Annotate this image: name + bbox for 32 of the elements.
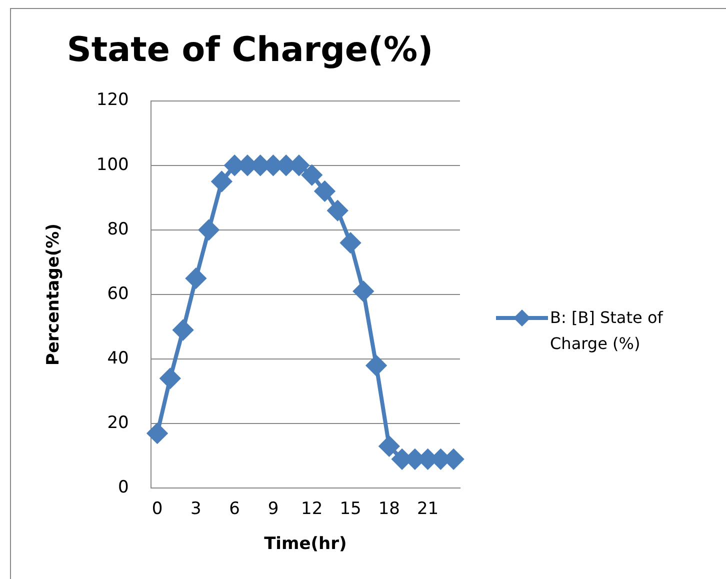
y-tick-label: 20: [107, 413, 129, 434]
x-tick-label: 12: [301, 498, 323, 519]
y-tick-label: 40: [107, 348, 129, 368]
point: [302, 165, 322, 186]
x-tick-label: 3: [190, 498, 202, 519]
x-tick-label: 0: [152, 498, 163, 519]
x-tick-label: 6: [229, 498, 240, 519]
point: [366, 356, 386, 376]
point: [186, 268, 206, 288]
y-tick-label: 100: [96, 154, 129, 175]
x-tick-label: 9: [268, 498, 279, 519]
point: [212, 172, 232, 192]
chart-title: State of Charge(%): [66, 30, 434, 70]
point: [379, 436, 400, 456]
legend-label: B: [B] State of Charge (%): [550, 307, 664, 355]
x-tick-label: 15: [340, 498, 362, 519]
y-tick-label: 60: [107, 284, 129, 304]
point: [340, 232, 361, 253]
point: [328, 200, 348, 221]
x-tick-label: 18: [378, 498, 400, 519]
x-axis-title: Time(hr): [264, 534, 347, 554]
point: [314, 181, 335, 202]
point: [173, 320, 194, 340]
x-tick-label: 21: [416, 498, 439, 519]
y-axis-title: Percentage(%): [44, 224, 64, 366]
y-tick-label: 0: [118, 478, 129, 498]
y-tick-label: 120: [96, 90, 129, 110]
point: [160, 368, 180, 388]
point: [147, 423, 168, 444]
point: [353, 281, 374, 302]
y-tick-label: 80: [107, 219, 129, 240]
point: [198, 220, 219, 240]
